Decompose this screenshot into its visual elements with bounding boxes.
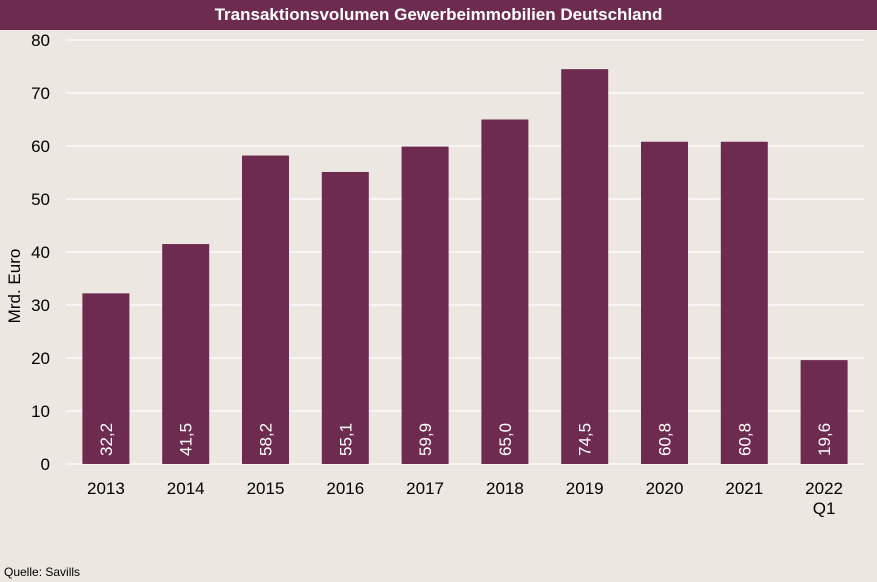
y-tick-label: 70 xyxy=(31,84,50,103)
x-tick-label: 2014 xyxy=(167,479,205,498)
y-tick-label: 20 xyxy=(31,349,50,368)
bar xyxy=(321,171,369,464)
x-tick-label: 2015 xyxy=(247,479,285,498)
bar xyxy=(401,146,449,464)
x-tick-label: 2016 xyxy=(326,479,364,498)
x-tick-label: 2022 xyxy=(805,479,843,498)
bar xyxy=(720,141,768,464)
bar xyxy=(242,155,289,465)
bar-value-label: 55,1 xyxy=(336,423,355,456)
x-tick-label: 2018 xyxy=(486,479,524,498)
bar-value-label: 60,8 xyxy=(656,423,675,456)
x-tick-label: 2013 xyxy=(87,479,125,498)
x-tick-label: 2019 xyxy=(566,479,604,498)
x-tick-label: Q1 xyxy=(813,499,836,518)
bar xyxy=(800,360,848,464)
bar xyxy=(561,69,609,465)
bar xyxy=(481,119,529,464)
y-tick-label: 60 xyxy=(31,137,50,156)
bar-value-label: 58,2 xyxy=(257,423,276,456)
x-tick-label: 2020 xyxy=(646,479,684,498)
y-axis-title: Mrd. Euro xyxy=(5,249,24,324)
y-tick-label: 80 xyxy=(31,31,50,50)
y-tick-label: 30 xyxy=(31,296,50,315)
bar xyxy=(82,293,130,464)
y-tick-label: 50 xyxy=(31,190,50,209)
bar xyxy=(641,141,688,464)
x-tick-label: 2021 xyxy=(725,479,763,498)
bar xyxy=(162,244,210,464)
bar-value-label: 74,5 xyxy=(576,423,595,456)
y-tick-label: 40 xyxy=(31,243,50,262)
bar-value-label: 41,5 xyxy=(177,423,196,456)
bar-value-label: 60,8 xyxy=(735,423,754,456)
chart-title: Transaktionsvolumen Gewerbeimmobilien De… xyxy=(0,0,877,30)
x-tick-label: 2017 xyxy=(406,479,444,498)
bar-value-label: 32,2 xyxy=(97,423,116,456)
source-note: Quelle: Savills xyxy=(4,565,81,579)
bar-value-label: 65,0 xyxy=(496,423,515,456)
y-tick-label: 0 xyxy=(41,455,50,474)
bar-value-label: 59,9 xyxy=(416,423,435,456)
bar-value-label: 19,6 xyxy=(815,423,834,456)
y-tick-label: 10 xyxy=(31,402,50,421)
